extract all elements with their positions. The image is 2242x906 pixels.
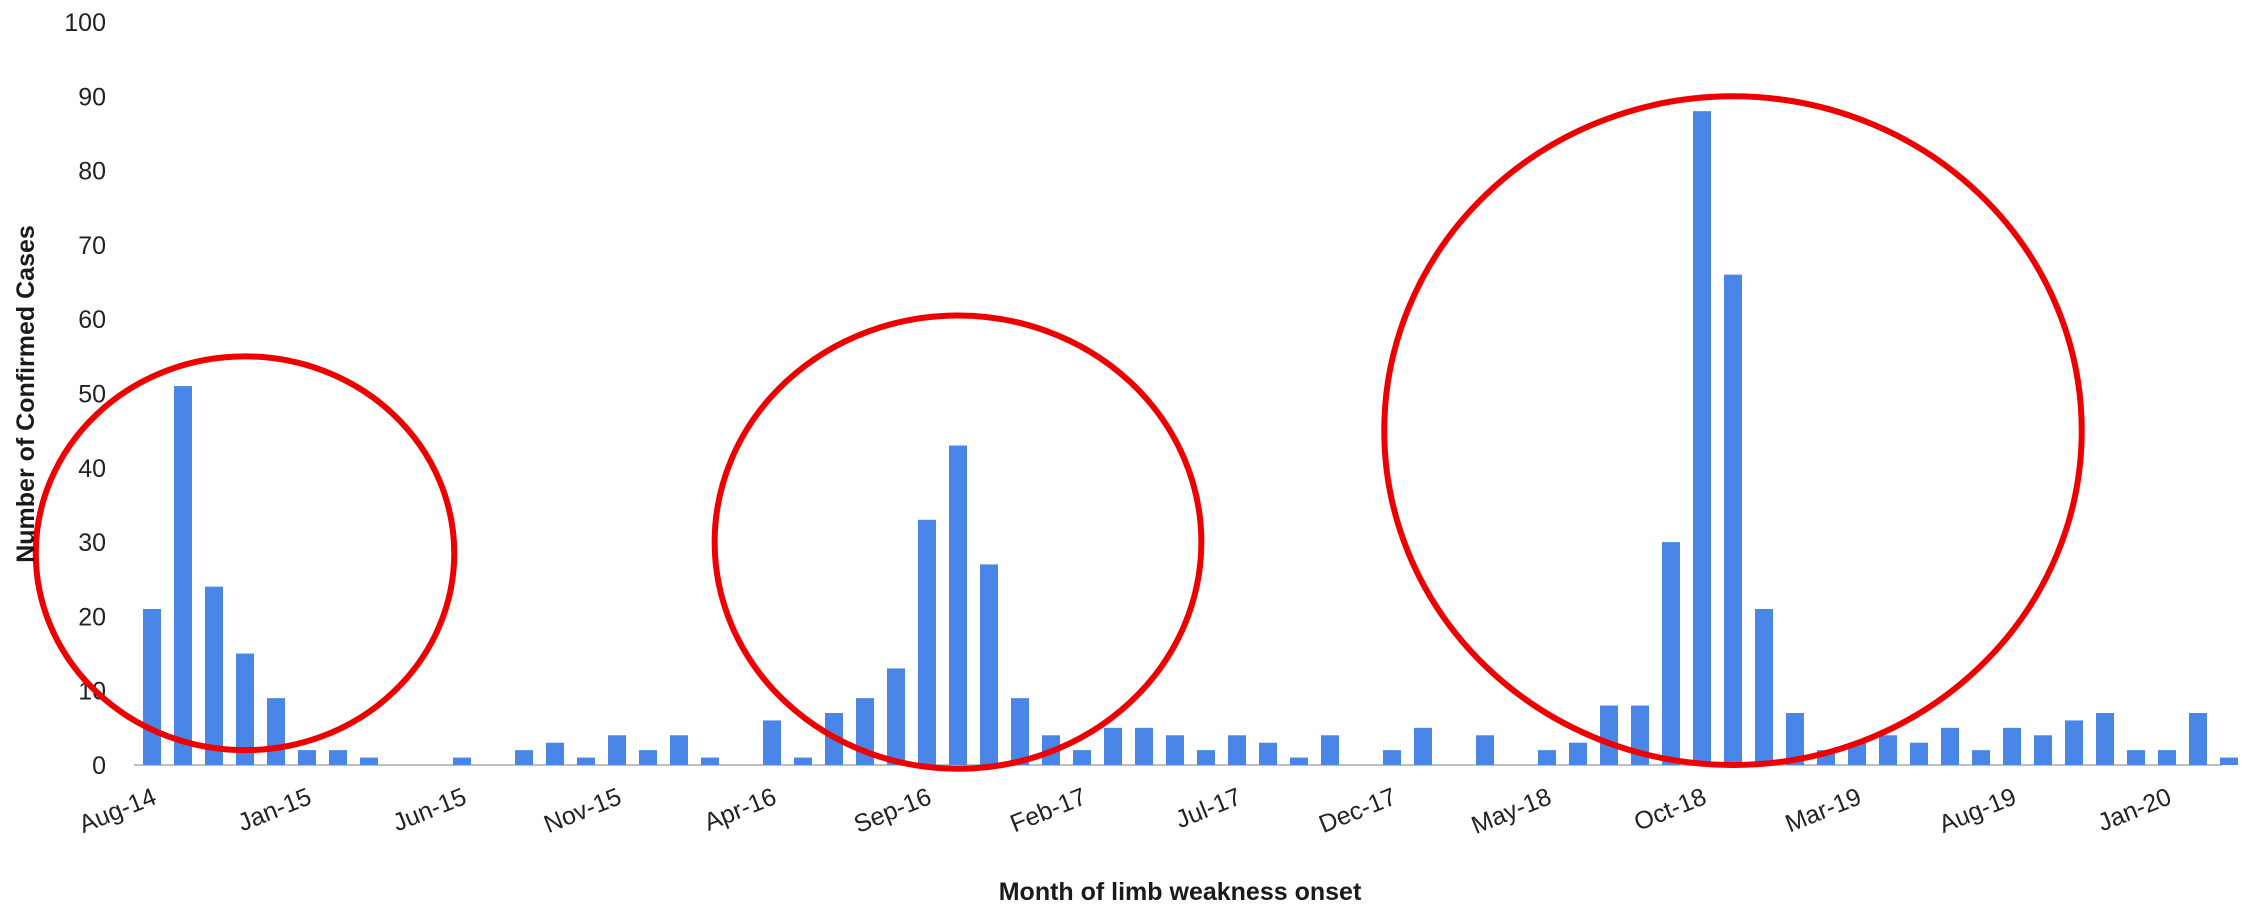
y-tick-label: 60 <box>78 306 106 334</box>
bar-Mar-18 <box>1476 735 1494 765</box>
bar-Aug-14 <box>143 608 161 765</box>
x-tick-label: May-18 <box>1467 783 1555 840</box>
bar-May-19 <box>1910 742 1928 765</box>
bar-Oct-18 <box>1693 111 1711 765</box>
bar-Jul-18 <box>1600 705 1618 765</box>
bar-Nov-18 <box>1724 274 1742 765</box>
y-tick-label: 90 <box>78 83 106 111</box>
bar-Jun-15 <box>453 757 471 765</box>
bar-Dec-18 <box>1755 608 1773 765</box>
x-tick-label: Aug-19 <box>1935 783 2020 839</box>
highlight-circle-1 <box>32 353 458 754</box>
bar-Jan-15 <box>298 750 316 765</box>
bar-Mar-15 <box>360 757 378 765</box>
bar-Jan-16 <box>670 735 688 765</box>
x-tick-label: Apr-16 <box>700 783 780 837</box>
bar-May-16 <box>794 757 812 765</box>
x-tick-label: Jul-17 <box>1172 783 1246 834</box>
bar-Dec-16 <box>1011 698 1029 765</box>
bar-Jan-20 <box>2158 750 2176 765</box>
bar-Sep-16 <box>918 519 936 765</box>
y-tick-label: 30 <box>78 529 106 557</box>
bar-Mar-17 <box>1104 727 1122 765</box>
highlight-circles <box>32 93 2085 772</box>
bar-Nov-14 <box>236 653 254 765</box>
bar-Aug-15 <box>515 750 533 765</box>
bar-Dec-19 <box>2127 750 2145 765</box>
x-axis-title: Month of limb weakness onset <box>999 878 1362 906</box>
bar-Aug-17 <box>1259 742 1277 765</box>
x-tick-label: Sep-16 <box>850 783 935 839</box>
bar-Jan-18 <box>1414 727 1432 765</box>
bar-Nov-16 <box>980 564 998 765</box>
y-tick-label: 80 <box>78 158 106 186</box>
y-tick-label: 20 <box>78 603 106 631</box>
bar-May-17 <box>1166 735 1184 765</box>
y-tick-label: 100 <box>64 9 106 37</box>
x-tick-label: Mar-19 <box>1781 783 1865 839</box>
bar-Feb-15 <box>329 750 347 765</box>
highlight-circle-3 <box>1381 93 2085 768</box>
y-tick-label: 40 <box>78 455 106 483</box>
x-axis-ticks: Aug-14 Jan-15 Jun-15 Nov-15 Apr-16 Sep-16 Feb-… <box>75 783 2175 840</box>
bar-Jun-17 <box>1197 750 1215 765</box>
x-tick-label: Jun-15 <box>389 783 470 838</box>
bar-Oct-15 <box>577 757 595 765</box>
x-tick-label: Jan-15 <box>234 783 315 838</box>
bar-Sep-17 <box>1290 757 1308 765</box>
bar-Dec-17 <box>1383 750 1401 765</box>
bar-Feb-17 <box>1073 750 1091 765</box>
bar-Jun-18 <box>1569 742 1587 765</box>
bar-Oct-19 <box>2065 720 2083 765</box>
bar-Sep-15 <box>546 742 564 765</box>
bar-Oct-14 <box>205 586 223 765</box>
bar-67 <box>2220 757 2238 765</box>
bar-Jul-17 <box>1228 735 1246 765</box>
bar-Mar-19 <box>1848 742 1866 765</box>
highlight-circle-2 <box>711 312 1205 772</box>
bar-Aug-16 <box>887 668 905 765</box>
bar-Oct-17 <box>1321 735 1339 765</box>
bar-Nov-19 <box>2096 712 2114 765</box>
y-tick-label: 50 <box>78 381 106 409</box>
x-tick-label: Dec-17 <box>1315 783 1400 839</box>
x-tick-label: Feb-17 <box>1006 783 1090 839</box>
bar-Apr-19 <box>1879 735 1897 765</box>
bar-May-18 <box>1538 750 1556 765</box>
bars <box>143 111 2238 765</box>
bar-Jul-19 <box>1972 750 1990 765</box>
bar-Sep-14 <box>174 386 192 765</box>
bar-Dec-14 <box>267 698 285 765</box>
bar-Aug-19 <box>2003 727 2021 765</box>
bar-Apr-17 <box>1135 727 1153 765</box>
y-tick-label: 0 <box>92 752 106 780</box>
bar-Oct-16 <box>949 445 967 765</box>
bar-Sep-19 <box>2034 735 2052 765</box>
bar-Dec-15 <box>639 750 657 765</box>
y-axis-title: Number of Confirmed Cases <box>12 225 40 563</box>
bar-Nov-15 <box>608 735 626 765</box>
bar-Jan-19 <box>1786 712 1804 765</box>
bar-Sep-18 <box>1662 542 1680 765</box>
x-tick-label: Oct-18 <box>1630 783 1710 837</box>
bar-Feb-16 <box>701 757 719 765</box>
x-tick-label: Nov-15 <box>540 783 625 839</box>
bar-Apr-16 <box>763 720 781 765</box>
bar-Jun-19 <box>1941 727 1959 765</box>
x-tick-label: Jan-20 <box>2094 783 2175 838</box>
x-tick-label: Aug-14 <box>75 783 160 839</box>
y-tick-label: 70 <box>78 232 106 260</box>
bar-Feb-20 <box>2189 712 2207 765</box>
